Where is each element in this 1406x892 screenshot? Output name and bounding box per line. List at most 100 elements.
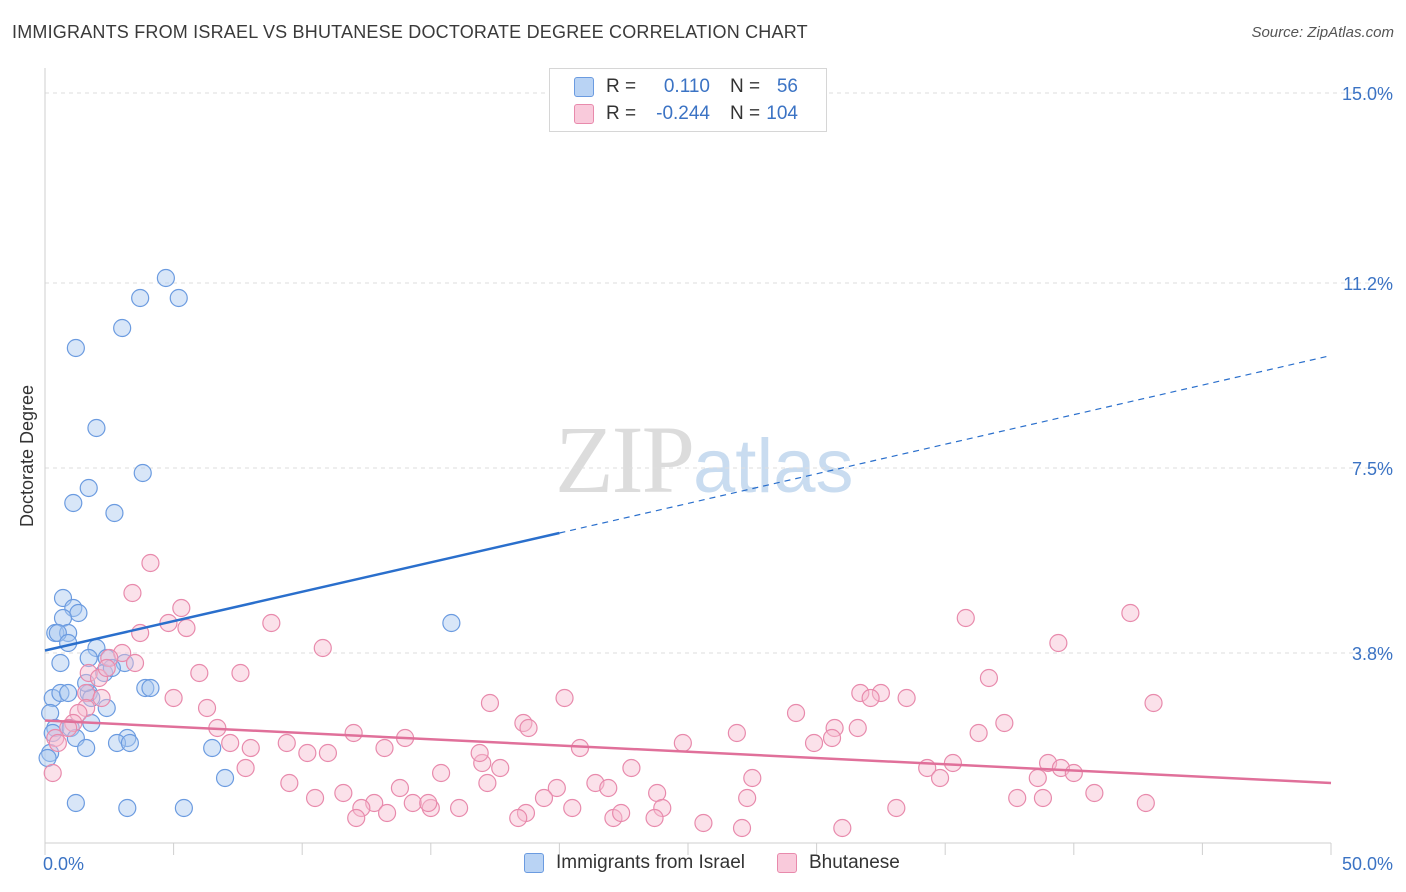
y-tick-label: 3.8% <box>1352 644 1393 664</box>
y-tick-label: 11.2% <box>1343 274 1393 294</box>
bhutanese-point <box>59 718 78 738</box>
legend-swatch-blue <box>524 853 544 873</box>
bhutanese-point <box>262 613 281 633</box>
israel-point <box>66 338 85 358</box>
bhutanese-point <box>241 738 260 758</box>
israel-point <box>79 648 98 668</box>
israel-point <box>97 698 116 718</box>
bhutanese-point <box>89 668 109 688</box>
bhutanese-point <box>344 723 363 743</box>
bhutanese-point <box>190 663 209 683</box>
legend-n-value: 56 <box>776 76 798 97</box>
watermark-zip: ZIP <box>555 406 695 513</box>
bhutanese-point <box>1033 788 1053 808</box>
bhutanese-point <box>164 688 183 708</box>
axes <box>44 68 1332 855</box>
trend-lines <box>44 354 1332 785</box>
bhutanese-point <box>277 733 296 753</box>
chart-title: IMMIGRANTS FROM ISRAEL VS BHUTANESE DOCT… <box>12 22 808 42</box>
bhutanese-point <box>403 793 422 813</box>
israel-trend-extension <box>559 354 1332 534</box>
bhutanese-point <box>480 693 500 713</box>
legend-r-label: R = <box>606 76 637 97</box>
bhutanese-point <box>318 743 338 763</box>
legend-r-value: 0.110 <box>663 76 710 97</box>
bhutanese-point <box>280 773 299 793</box>
bhutanese-point <box>732 818 752 838</box>
bhutanese-point <box>313 638 332 658</box>
bhutanese-point <box>969 723 988 743</box>
bhutanese-point <box>694 813 713 833</box>
bhutanese-point <box>449 798 469 818</box>
bhutanese-point <box>43 763 62 783</box>
bhutanese-point <box>653 798 672 818</box>
legend-label-israel: Immigrants from Israel <box>556 852 745 873</box>
bhutanese-point <box>956 608 975 628</box>
bhutanese-point <box>822 728 842 748</box>
bhutanese-point <box>979 668 999 688</box>
bhutanese-point <box>943 753 963 773</box>
israel-point <box>203 738 222 758</box>
bhutanese-point <box>221 733 240 753</box>
bhutanese-point <box>514 713 533 733</box>
bhutanese-point <box>334 783 353 803</box>
data-points <box>38 268 1163 838</box>
bhutanese-point <box>478 773 497 793</box>
bhutanese-point <box>421 798 440 818</box>
x-tick-label: 0.0% <box>43 854 84 874</box>
bhutanese-point <box>1008 788 1027 808</box>
israel-point <box>79 478 98 498</box>
legend-row-israel: R = 0.110 N = 56 <box>574 75 798 99</box>
legend-item-israel[interactable]: Immigrants from Israel <box>524 852 745 874</box>
israel-point <box>120 733 139 753</box>
israel-point <box>107 733 127 753</box>
bhutanese-point <box>1085 783 1104 803</box>
stats-legend: R = 0.110 N = 56 R = -0.244 N = 104 <box>549 68 827 132</box>
bhutanese-point <box>612 803 631 823</box>
bhutanese-point <box>848 718 867 738</box>
bhutanese-point <box>1136 793 1155 813</box>
israel-point <box>66 793 85 813</box>
israel-point <box>133 463 152 483</box>
legend-label-bhutanese: Bhutanese <box>808 852 900 873</box>
bhutanese-point <box>141 553 160 573</box>
bhutanese-point <box>555 688 574 708</box>
israel-point <box>118 798 137 818</box>
legend-swatch-blue <box>574 77 594 97</box>
bhutanese-point <box>298 743 317 763</box>
x-tick-label: 50.0% <box>1342 854 1393 874</box>
bhutanese-point <box>125 653 145 673</box>
bhutanese-point <box>352 798 371 818</box>
bhutanese-point <box>375 738 394 758</box>
bhutanese-point <box>871 683 891 703</box>
bhutanese-point <box>231 663 250 683</box>
israel-point <box>215 768 235 788</box>
legend-swatch-pink <box>776 853 797 873</box>
israel-point <box>169 288 188 308</box>
bhutanese-point <box>1064 763 1083 783</box>
bhutanese-point <box>419 793 438 813</box>
bhutanese-point <box>738 788 757 808</box>
bhutanese-point <box>897 688 916 708</box>
bhutanese-point <box>599 778 618 798</box>
bhutanese-point <box>804 733 824 753</box>
bhutanese-point <box>622 758 641 778</box>
series-legend: Immigrants from Israel Bhutanese <box>524 852 932 874</box>
israel-point <box>87 418 106 438</box>
legend-row-bhutanese: R = -0.244 N = 104 <box>574 102 798 126</box>
israel-point <box>46 718 65 738</box>
y-tick-label: 7.5% <box>1352 459 1393 479</box>
bhutanese-point <box>79 663 98 683</box>
bhutanese-point <box>1049 633 1068 653</box>
bhutanese-point <box>930 768 950 788</box>
tick-labels: 3.8% 7.5% 11.2% 15.0% 0.0% 50.0% <box>43 84 1393 874</box>
bhutanese-point <box>833 818 852 838</box>
bhutanese-point <box>470 743 489 763</box>
legend-item-bhutanese[interactable]: Bhutanese <box>776 852 900 874</box>
bhutanese-point <box>743 768 762 788</box>
y-axis-label: Doctorate Degree <box>17 385 37 527</box>
bhutanese-point <box>995 713 1014 733</box>
bhutanese-point <box>347 808 366 828</box>
bhutanese-point <box>431 763 451 783</box>
